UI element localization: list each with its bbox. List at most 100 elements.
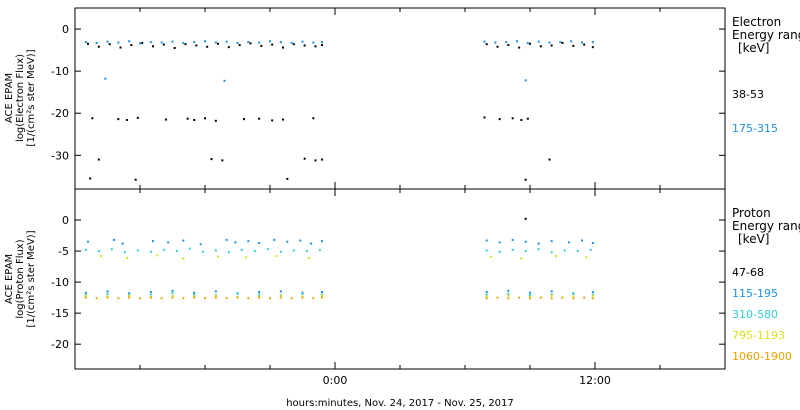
data-point [136,116,139,119]
data-point [581,41,583,44]
y-tick-label: -5 [58,245,69,258]
x-tick-label: 0:00 [323,374,348,387]
data-point [483,116,486,119]
data-point [524,79,527,82]
data-point [273,238,276,241]
data-point [529,297,531,300]
data-point [247,41,250,44]
data-point [171,40,174,43]
data-point [110,248,113,251]
data-point [117,41,120,44]
data-point [537,248,540,251]
data-point [561,41,564,44]
data-point [529,296,531,298]
data-point [572,44,575,47]
data-point [496,296,499,299]
data-point [227,251,230,254]
data-point [128,292,131,295]
data-point [258,117,261,120]
data-point [555,255,557,258]
data-point [498,118,501,121]
data-point [271,119,274,122]
data-point [84,293,87,296]
data-point [247,240,250,243]
data-point [271,43,274,46]
data-point [524,217,527,220]
data-point [305,250,308,253]
data-point [227,46,230,49]
y-tick-label: 0 [62,214,69,227]
data-point [165,118,167,121]
data-point [193,296,196,299]
data-point [572,292,575,295]
data-point [279,290,282,293]
data-point [258,295,261,298]
data-point [524,240,527,243]
data-point [520,118,523,121]
proton-panel: ACE EPAM log(Proton Flux) [1/(cm²s ster … [4,188,800,370]
x-axis: 0:00 12:00 [74,8,726,387]
data-point [485,293,488,296]
y-tick-label: -15 [51,307,69,320]
data-point [182,239,185,242]
electron-y-axis: 0 -10 -20 -30 [51,23,725,162]
data-point [123,251,126,254]
data-point [266,248,269,251]
electron-panel: ACE EPAM log(Electron Flux) [1/(cm²s ste… [4,7,800,190]
data-point [518,296,521,299]
data-point [160,41,163,44]
data-point [520,257,523,260]
data-point [171,289,174,292]
electron-data-points [84,40,594,181]
data-point [583,43,586,46]
data-point [589,248,592,251]
data-point [84,248,87,251]
data-point [550,240,553,243]
data-point [117,297,120,300]
data-point [537,242,540,245]
data-point [321,41,323,44]
data-point [236,296,239,299]
data-point [128,296,131,299]
data-point [282,118,284,121]
electron-legend: 38-53 175-315 [732,88,778,135]
data-point [485,43,488,46]
data-point [526,117,529,120]
data-point [258,291,261,294]
data-point [286,177,289,180]
data-point [308,256,310,259]
data-point [162,43,165,46]
y-tick-label: 0 [62,23,69,36]
data-point [113,238,115,241]
data-point [529,291,531,294]
data-point [106,296,109,299]
data-point [572,295,575,298]
data-point [529,42,531,45]
data-point [290,41,293,44]
data-point [221,159,224,162]
data-point [282,46,284,49]
data-point [193,41,196,44]
y-tick-label: -10 [51,65,69,78]
data-point [526,41,529,44]
data-point [310,242,313,245]
data-point [87,240,89,243]
data-point [275,255,278,258]
data-point [188,247,191,250]
data-point [136,249,139,252]
data-point [572,297,575,300]
data-point [591,41,594,44]
data-point [496,45,499,48]
data-point [119,46,122,49]
data-point [301,296,304,299]
data-point [529,294,531,297]
data-point [236,292,239,295]
data-point [186,117,189,120]
data-point [223,79,226,82]
data-point [518,46,521,49]
y-tick-label: -10 [51,276,69,289]
data-point [485,239,488,242]
electron-plot-frame [74,7,726,190]
data-point [269,297,271,300]
data-point [269,40,271,43]
